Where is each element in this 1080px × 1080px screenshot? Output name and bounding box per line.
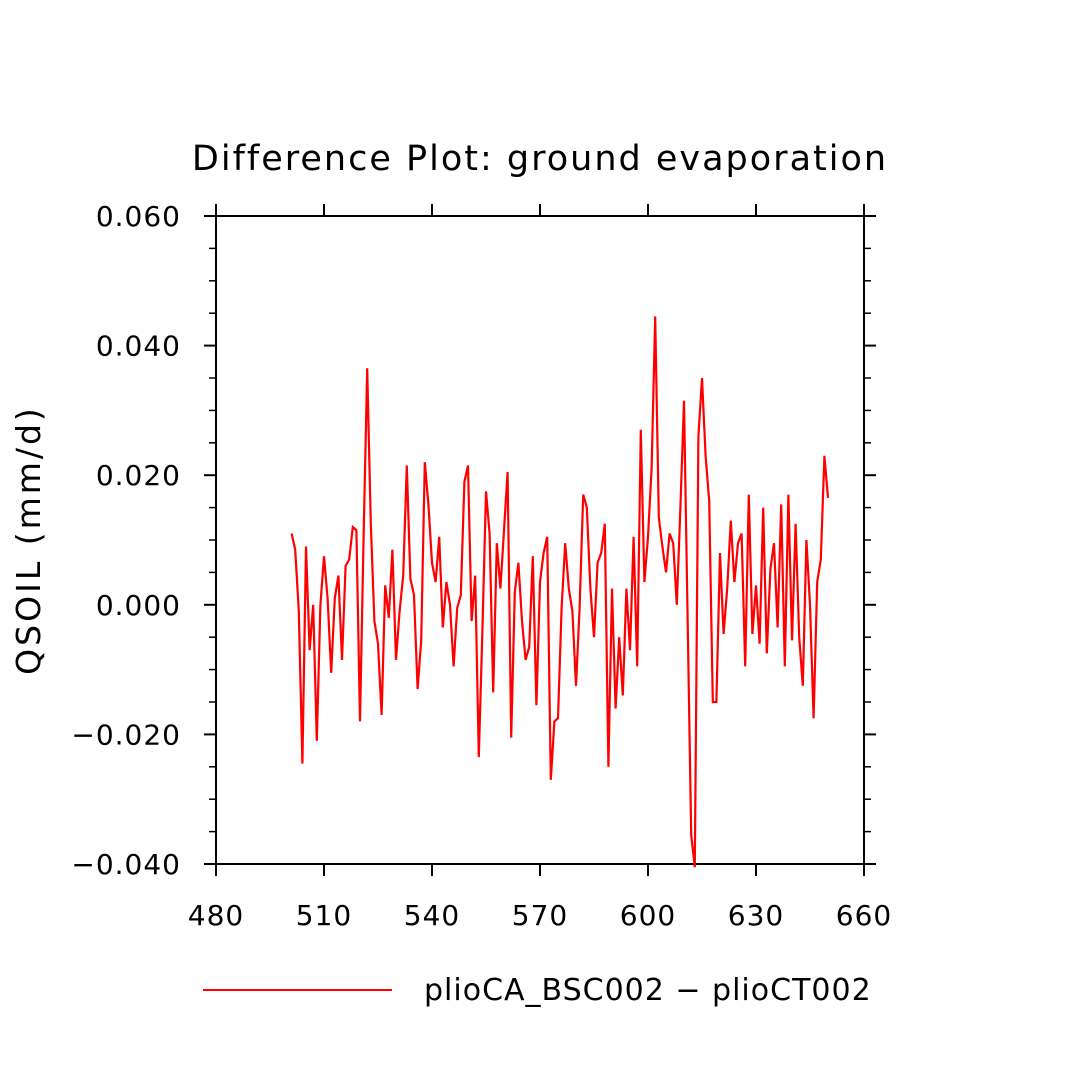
x-tick-label: 630 bbox=[728, 899, 784, 932]
x-tick-labels: 480 510 540 570 600 630 660 bbox=[188, 899, 892, 932]
major-ticks bbox=[204, 204, 876, 876]
x-tick-label: 570 bbox=[512, 899, 568, 932]
x-tick-label: 660 bbox=[836, 899, 892, 932]
series-group bbox=[290, 316, 830, 868]
y-tick-labels: −0.040 −0.020 0.000 0.020 0.040 0.060 bbox=[71, 200, 181, 881]
x-tick-label: 480 bbox=[188, 899, 244, 932]
minor-ticks bbox=[209, 247, 871, 833]
y-tick-label: −0.020 bbox=[71, 718, 181, 751]
y-axis-label: QSOIL (mm/d) bbox=[9, 405, 48, 675]
y-tick-label: 0.040 bbox=[96, 330, 181, 363]
x-tick-label: 510 bbox=[296, 899, 352, 932]
y-tick-label: −0.040 bbox=[71, 848, 181, 881]
x-tick-label: 600 bbox=[620, 899, 676, 932]
chart-title: Difference Plot: ground evaporation bbox=[192, 139, 888, 179]
y-tick-label: 0.000 bbox=[96, 589, 181, 622]
y-tick-label: 0.060 bbox=[96, 200, 181, 233]
legend: plioCA_BSC002 − plioCT002 bbox=[203, 973, 872, 1008]
legend-label: plioCA_BSC002 − plioCT002 bbox=[424, 973, 872, 1008]
plot-frame bbox=[215, 215, 865, 865]
plot-border bbox=[215, 215, 865, 865]
x-tick-label: 540 bbox=[404, 899, 460, 932]
series-line bbox=[290, 316, 830, 868]
y-tick-label: 0.020 bbox=[96, 459, 181, 492]
